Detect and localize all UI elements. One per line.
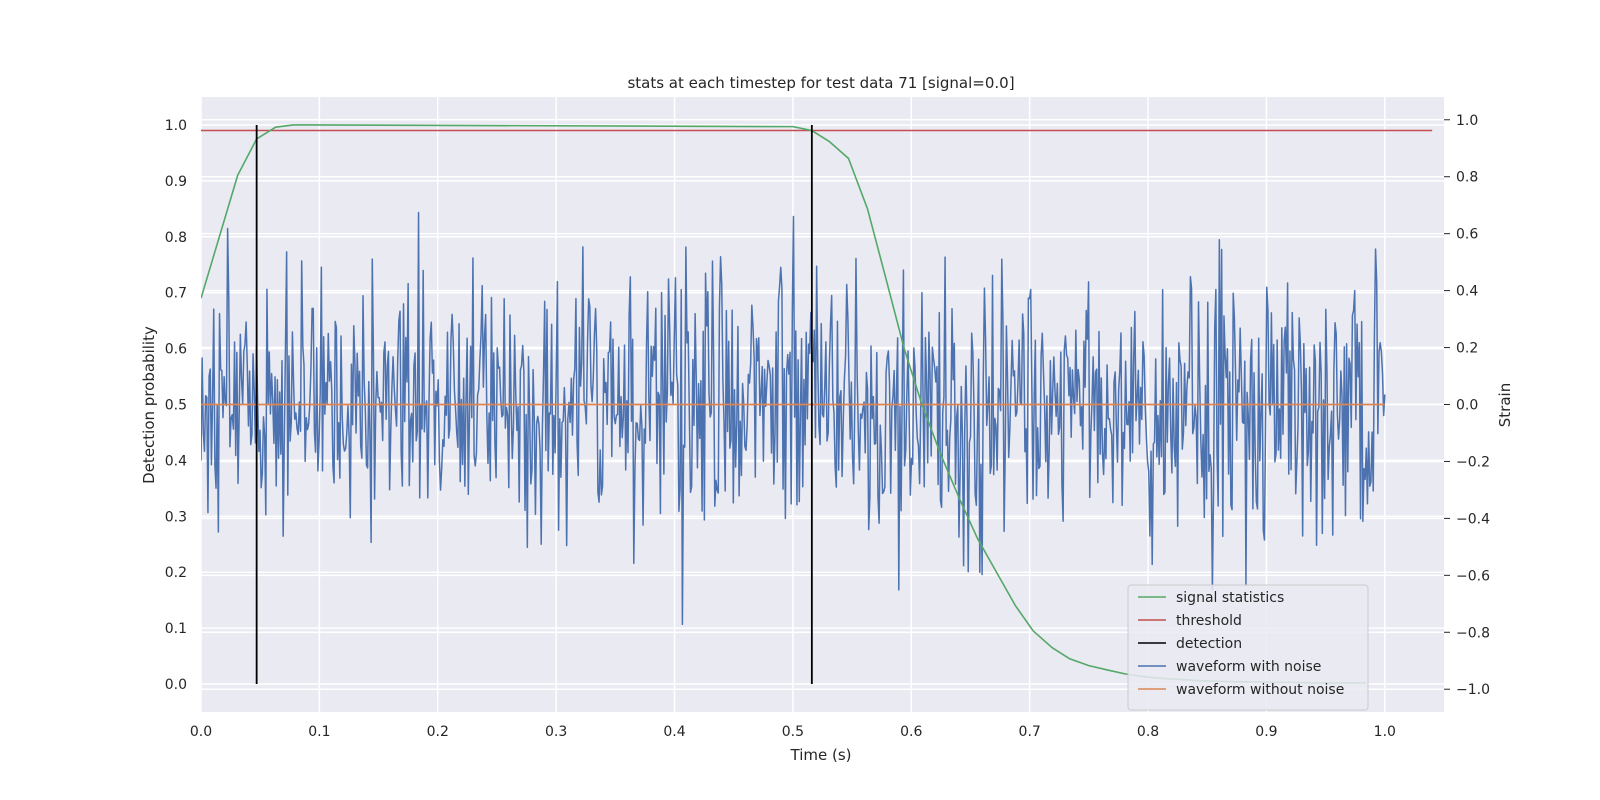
- y-tick-label: 0.1: [165, 621, 187, 637]
- x-tick-label: 0.9: [1255, 724, 1277, 740]
- y-tick-label: 0.6: [165, 342, 187, 358]
- x-tick-label: 0.2: [427, 724, 449, 740]
- y2-tick-label: 0.2: [1456, 341, 1478, 357]
- ticks: 0.0 0.1 0.2 0.3 0.4 0.5 0.6 0.7 0.8 0.9 1.0 0.0 0.1 0…: [165, 113, 1490, 740]
- x-axis-label: Time (s): [790, 746, 852, 764]
- y-tick-label: 0.3: [165, 509, 187, 525]
- x-tick-label: 0.8: [1137, 724, 1159, 740]
- legend: signal statistics threshold detection wavef…: [1127, 584, 1369, 711]
- x-tick-label: 1.0: [1374, 724, 1396, 740]
- legend-box: [1127, 584, 1369, 711]
- y2-tick-label: 0.8: [1456, 170, 1478, 186]
- y-axis-label: Detection probability: [140, 326, 158, 484]
- y2-tick-label: 1.0: [1456, 113, 1478, 129]
- y2-tick-label: −0.4: [1456, 511, 1490, 527]
- x-tick-label: 0.6: [900, 724, 922, 740]
- x-tick-label: 0.0: [190, 724, 212, 740]
- y2-tick-label: 0.4: [1456, 284, 1478, 300]
- y2-tick-label: 0.6: [1456, 227, 1478, 243]
- legend-label: signal statistics: [1176, 590, 1284, 606]
- y-tick-label: 1.0: [165, 118, 187, 134]
- chart-title: stats at each timestep for test data 71 …: [627, 74, 1014, 92]
- y-tick-label: 0.4: [165, 453, 187, 469]
- y-tick-label: 0.8: [165, 230, 187, 246]
- x-tick-label: 0.3: [545, 724, 567, 740]
- series-waveform-with-noise: [201, 211, 1386, 626]
- y-tick-label: 0.7: [165, 286, 187, 302]
- x-tick-label: 0.7: [1019, 724, 1041, 740]
- y-tick-label: 0.5: [165, 398, 187, 414]
- x-tick-label: 0.4: [663, 724, 685, 740]
- y-tick-label: 0.9: [165, 174, 187, 190]
- legend-label: detection: [1176, 636, 1242, 652]
- y2-axis-label: Strain: [1496, 383, 1514, 427]
- y2-tick-label: −0.6: [1456, 568, 1490, 584]
- y2-tick-label: 0.0: [1456, 398, 1478, 414]
- y-tick-label: 0.2: [165, 565, 187, 581]
- legend-label: waveform with noise: [1176, 659, 1321, 675]
- legend-label: waveform without noise: [1176, 682, 1344, 698]
- x-tick-label: 0.5: [782, 724, 804, 740]
- y2-tick-label: −1.0: [1456, 682, 1490, 698]
- y-tick-label: 0.0: [165, 677, 187, 693]
- y2-tick-label: −0.8: [1456, 625, 1490, 641]
- y2-tick-label: −0.2: [1456, 454, 1490, 470]
- legend-label: threshold: [1176, 613, 1242, 629]
- x-tick-label: 0.1: [308, 724, 330, 740]
